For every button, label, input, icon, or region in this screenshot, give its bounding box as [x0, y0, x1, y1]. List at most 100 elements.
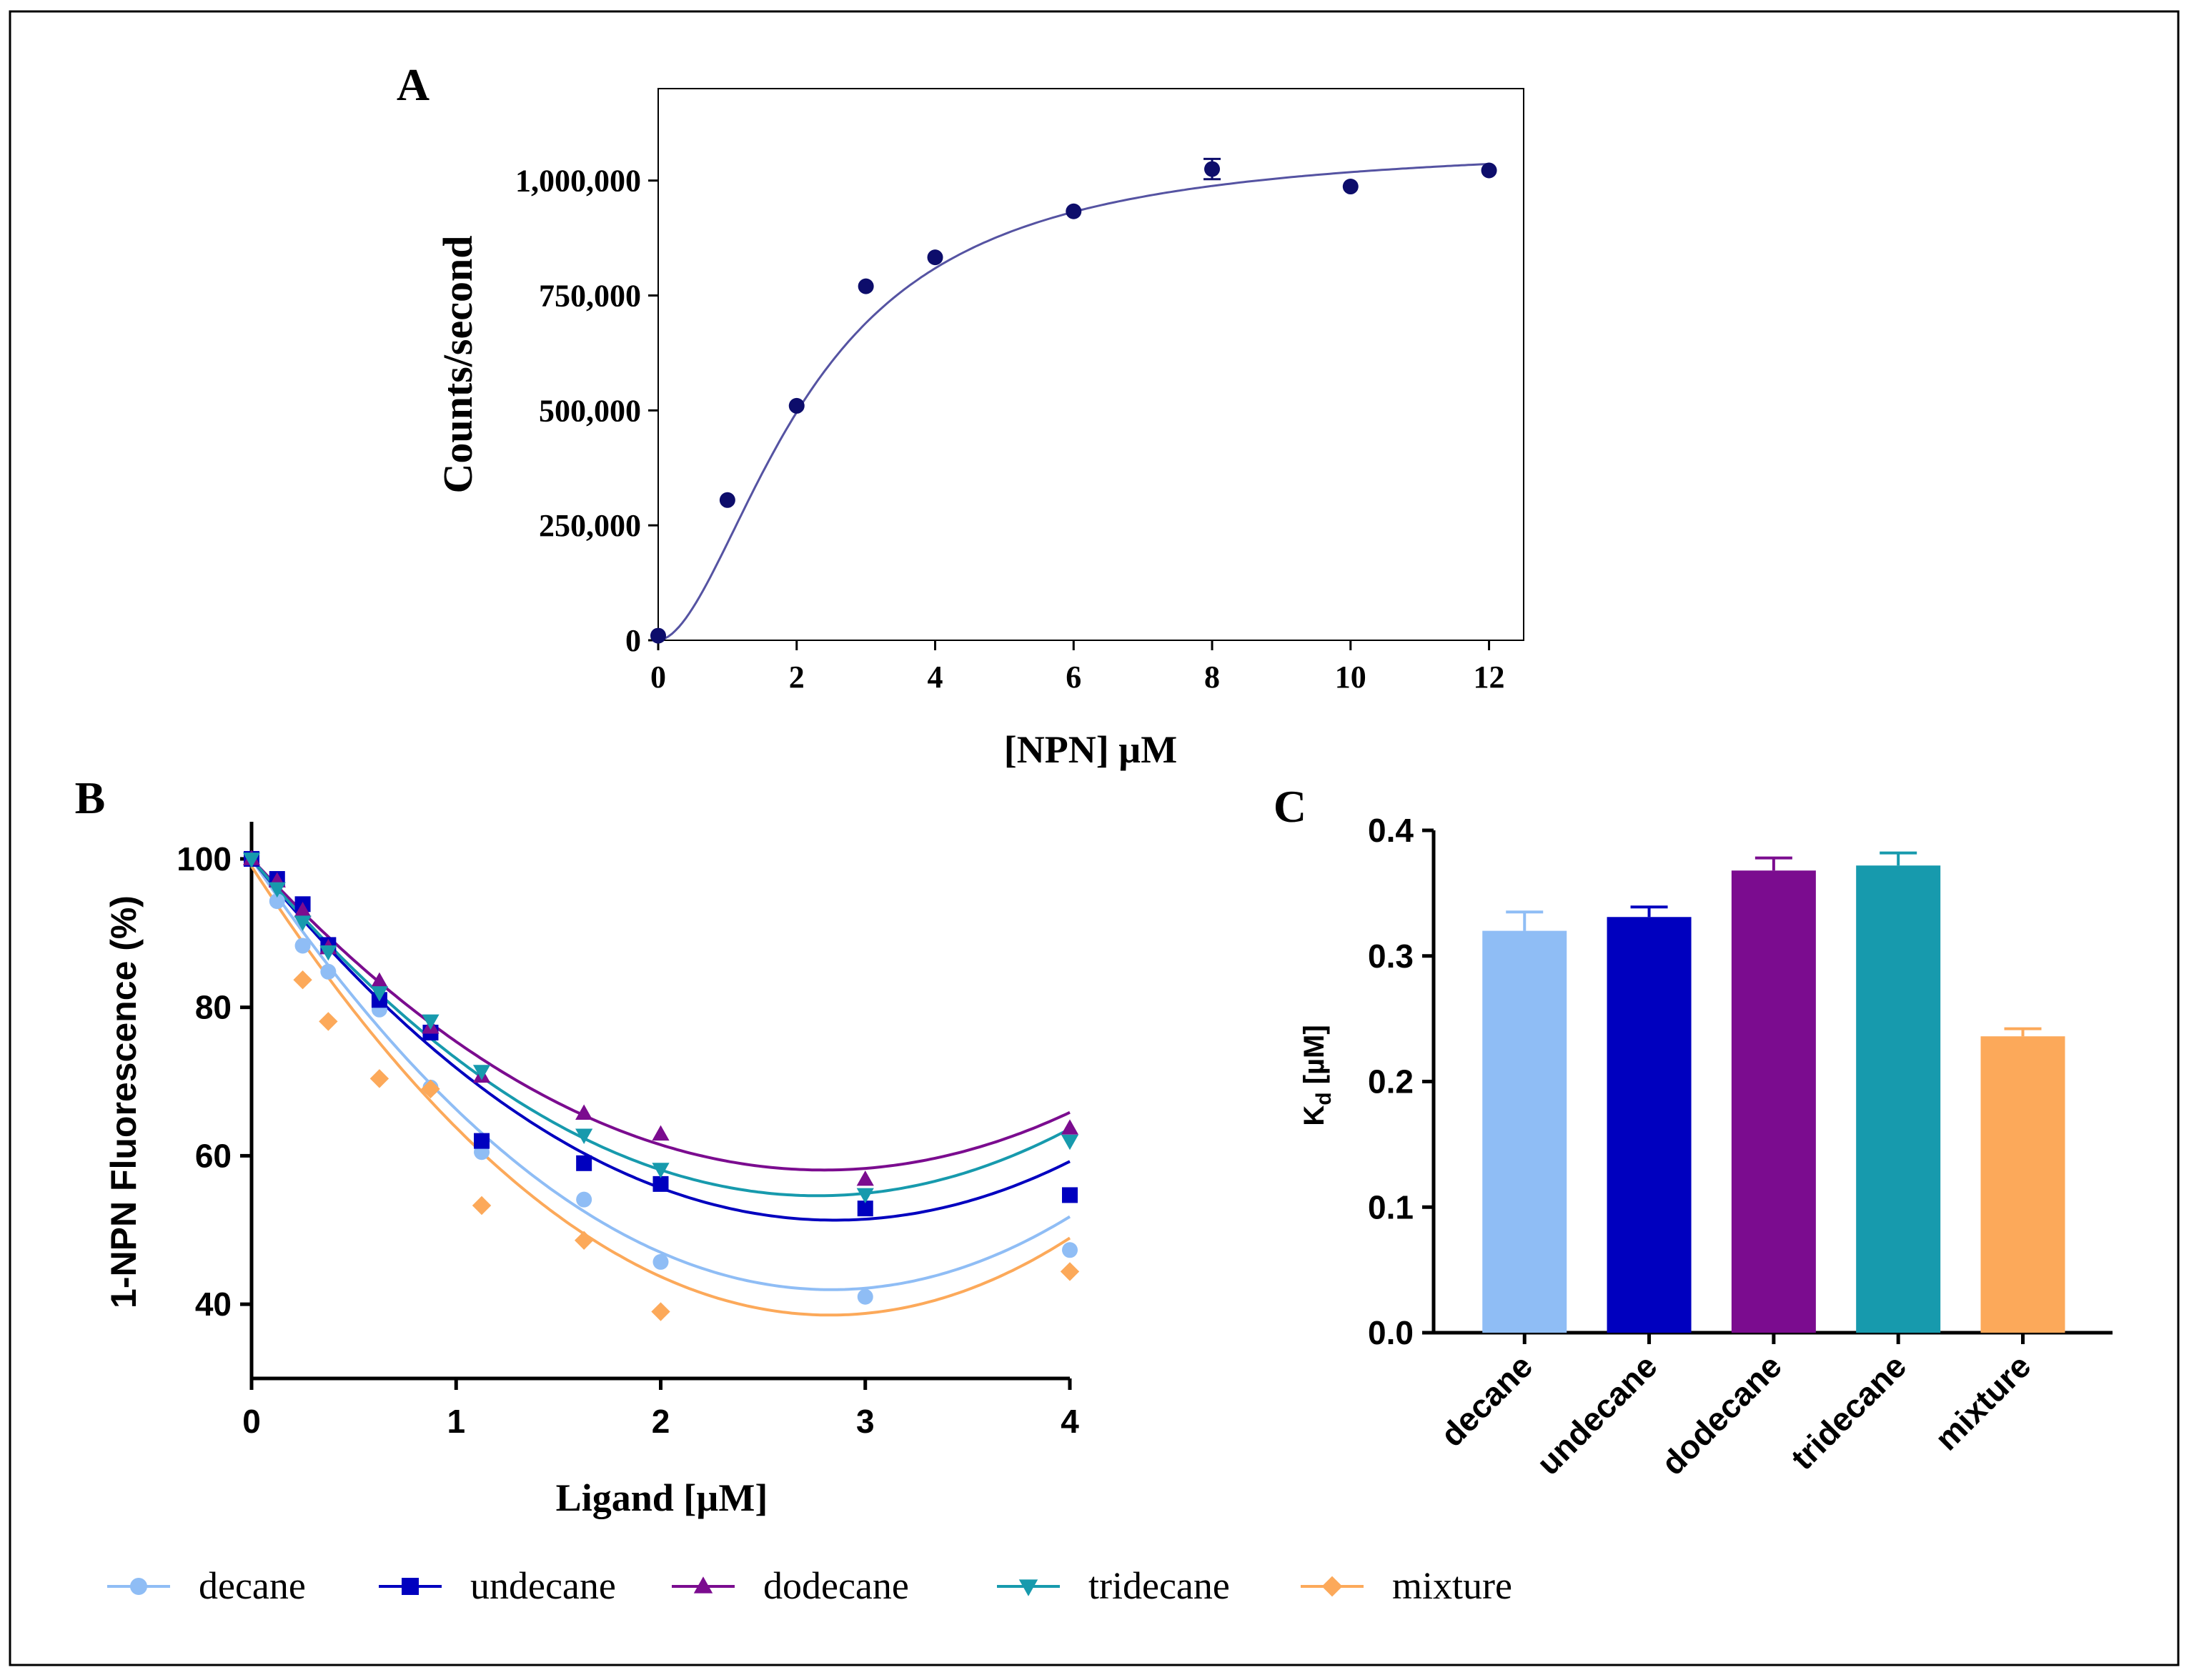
- panel-b-x-ticks: 0 1 2 3 4: [242, 1378, 1079, 1440]
- panel-c-bar-mixture: [1980, 1036, 2065, 1333]
- panel-b-point-decane: [1062, 1242, 1078, 1258]
- legend-marker-tridecane: [1018, 1579, 1038, 1596]
- panel-b-point-decane: [320, 963, 337, 980]
- panel-b-point-tridecane: [319, 945, 337, 961]
- panel-c-bar-group: [1731, 856, 1816, 1333]
- legend-item-tridecane: tridecane: [997, 1564, 1230, 1607]
- panel-c-y-tick-label: 0.0: [1368, 1314, 1414, 1351]
- panel-b-x-tick-label: 4: [1061, 1403, 1079, 1440]
- panel-b-point-tridecane: [575, 1128, 593, 1144]
- panel-b-point-tridecane: [1061, 1134, 1079, 1150]
- panel-b-point-tridecane: [422, 1014, 440, 1030]
- panel-b-x-tick-label: 0: [242, 1403, 261, 1440]
- legend-item-dodecane: dodecane: [672, 1564, 909, 1607]
- panel-b-point-decane: [652, 1253, 669, 1270]
- panel-c-bar-decane: [1482, 930, 1567, 1333]
- panel-a-x-ticks: 0 2 4 6 8 10 12: [650, 640, 1505, 695]
- panel-b-point-decane: [576, 1191, 592, 1208]
- panel-a-letter: A: [397, 59, 430, 110]
- panel-c-y-label: Kd [µM]: [1299, 1025, 1336, 1125]
- panel-c-y-label-main: K: [1299, 1105, 1330, 1126]
- panel-a-y-tick-label: 250,000: [539, 508, 641, 543]
- panel-b-point-decane: [294, 938, 311, 954]
- panel-c-bar-group: [1856, 851, 1941, 1333]
- panel-c-bar-group: [1482, 910, 1567, 1333]
- figure-border: [9, 10, 2180, 1666]
- panel-c-y-tick-label: 0.2: [1368, 1063, 1414, 1100]
- panel-a-point: [1066, 203, 1082, 219]
- legend-marker-undecane: [402, 1578, 419, 1595]
- panel-b-y-ticks: 40 60 80 100: [177, 840, 252, 1323]
- panel-b-fit-decane: [250, 858, 1071, 1291]
- panel-a: A 0 250,000 500,000 750,000 1,000,000 0 2 4 6 8 1…: [397, 59, 1524, 771]
- panel-b-y-tick-label: 40: [195, 1286, 232, 1323]
- panel-c-y-label-rest: [µM]: [1299, 1025, 1330, 1092]
- panel-a-point: [1481, 162, 1497, 179]
- panel-b-point-dodecane: [575, 1104, 593, 1120]
- legend-label-dodecane: dodecane: [763, 1564, 909, 1607]
- legend-label-undecane: undecane: [470, 1564, 616, 1607]
- panel-b-point-mixture: [472, 1196, 492, 1216]
- panel-a-frame: [657, 88, 1524, 641]
- panel-c-y-tick-label: 0.4: [1368, 812, 1414, 849]
- panel-b-point-mixture: [319, 1012, 338, 1031]
- panel-c-bar-undecane: [1607, 917, 1692, 1333]
- legend-item-mixture: mixture: [1301, 1564, 1512, 1607]
- panel-a-x-tick-label: 12: [1474, 660, 1505, 695]
- panel-b-point-decane: [857, 1288, 873, 1305]
- panel-a-point: [1204, 161, 1221, 177]
- legend-marker-mixture: [1321, 1576, 1343, 1597]
- panel-c-letter: C: [1274, 781, 1306, 832]
- panel-b-x-tick-label: 1: [447, 1403, 465, 1440]
- panel-b-point-tridecane: [294, 915, 312, 931]
- panel-a-y-tick-label: 750,000: [539, 279, 641, 314]
- panel-b-y-label: 1-NPN Fluorescence (%): [104, 895, 144, 1308]
- panel-a-x-tick-label: 6: [1066, 660, 1081, 695]
- legend-item-undecane: undecane: [379, 1564, 616, 1607]
- panel-a-y-tick-label: 500,000: [539, 393, 641, 428]
- panel-b-point-dodecane: [856, 1170, 874, 1186]
- panel-b-point-mixture: [421, 1079, 440, 1099]
- panel-a-points: [650, 157, 1497, 644]
- panel-b-x-label: Ligand [µM]: [556, 1476, 768, 1519]
- panel-b-point-undecane: [652, 1175, 669, 1192]
- legend-label-mixture: mixture: [1392, 1564, 1512, 1607]
- panel-b-y-tick-label: 100: [177, 840, 232, 878]
- panel-b-point-dodecane: [370, 972, 389, 988]
- panel-a-y-tick-label: 0: [625, 623, 641, 658]
- panel-b-point-dodecane: [1061, 1119, 1079, 1135]
- panel-a-x-tick-label: 4: [928, 660, 943, 695]
- panel-b-fit-dodecane: [250, 858, 1071, 1172]
- legend-marker-decane: [130, 1578, 147, 1595]
- panel-a-point: [719, 492, 735, 508]
- panel-b-point-tridecane: [652, 1163, 670, 1178]
- panel-b-point-tridecane: [370, 986, 389, 1002]
- panel-b-point-mixture: [1060, 1262, 1080, 1281]
- panel-b-y-tick-label: 80: [195, 989, 232, 1026]
- panel-a-point: [788, 397, 805, 414]
- panel-a-point: [858, 278, 874, 294]
- legend-label-tridecane: tridecane: [1088, 1564, 1230, 1607]
- panel-a-point: [650, 627, 666, 644]
- panel-b-point-decane: [269, 893, 285, 910]
- panel-c-bar-dodecane: [1731, 870, 1816, 1333]
- panel-b-point-dodecane: [652, 1125, 670, 1141]
- panel-b: B 40 60 80 100 0 1 2 3 4 Ligand [µM] 1-NPN Fluo…: [75, 772, 1080, 1519]
- panel-b-x-tick-label: 3: [856, 1403, 875, 1440]
- panel-b-point-undecane: [857, 1201, 873, 1217]
- panel-b-x-tick-label: 2: [652, 1403, 670, 1440]
- panel-b-point-tridecane: [472, 1065, 491, 1080]
- panel-b-point-mixture: [651, 1302, 670, 1321]
- panel-a-point: [1342, 179, 1359, 195]
- panel-c-y-tick-label: 0.1: [1368, 1188, 1414, 1226]
- panel-b-point-tridecane: [242, 853, 261, 868]
- panel-a-x-tick-label: 10: [1335, 660, 1366, 695]
- panel-b-point-tridecane: [268, 882, 286, 898]
- panel-c-y-label-sub: d: [1312, 1092, 1336, 1105]
- legend-item-decane: decane: [107, 1564, 306, 1607]
- panel-b-point-undecane: [1062, 1187, 1078, 1203]
- panel-b-point-dodecane: [294, 901, 312, 918]
- panel-c-bar-group: [1607, 905, 1692, 1333]
